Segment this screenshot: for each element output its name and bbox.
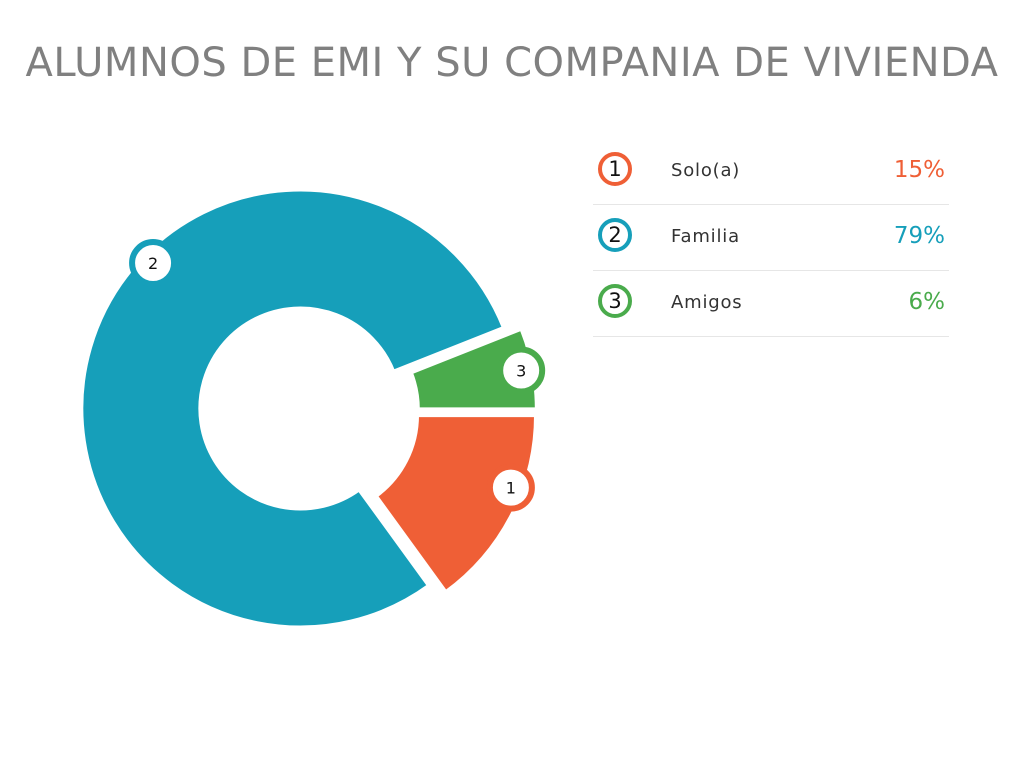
slice-marker-1: 1 bbox=[486, 463, 535, 512]
chart-title: ALUMNOS DE EMI Y SU COMPANIA DE VIVIENDA bbox=[25, 40, 999, 86]
legend-item-2: 2 Familia 79% bbox=[593, 205, 949, 271]
legend-item-3: 3 Amigos 6% bbox=[593, 271, 949, 337]
legend-badge-3: 3 bbox=[598, 284, 632, 318]
legend-item-1: 1 Solo(a) 15% bbox=[593, 139, 949, 205]
slice-marker-label-1: 1 bbox=[506, 479, 516, 498]
slice-marker-label-2: 2 bbox=[148, 254, 158, 273]
slice-marker-2: 2 bbox=[129, 239, 178, 288]
legend-label-3: Amigos bbox=[671, 292, 743, 313]
slice-marker-3: 3 bbox=[497, 346, 546, 395]
donut-chart: 1 2 3 bbox=[79, 187, 546, 630]
legend-value-3: 6% bbox=[908, 289, 946, 315]
slice-marker-label-3: 3 bbox=[516, 362, 526, 381]
legend-label-1: Solo(a) bbox=[671, 160, 741, 181]
legend-badge-2: 2 bbox=[598, 218, 632, 252]
donut-slice-2 bbox=[79, 187, 507, 630]
chart-legend: 1 Solo(a) 15% 2 Familia 79% 3 Amigos 6% bbox=[593, 139, 949, 337]
legend-value-2: 79% bbox=[893, 223, 945, 249]
legend-badge-1: 1 bbox=[598, 152, 632, 186]
legend-label-2: Familia bbox=[671, 226, 740, 247]
legend-value-1: 15% bbox=[893, 157, 945, 183]
